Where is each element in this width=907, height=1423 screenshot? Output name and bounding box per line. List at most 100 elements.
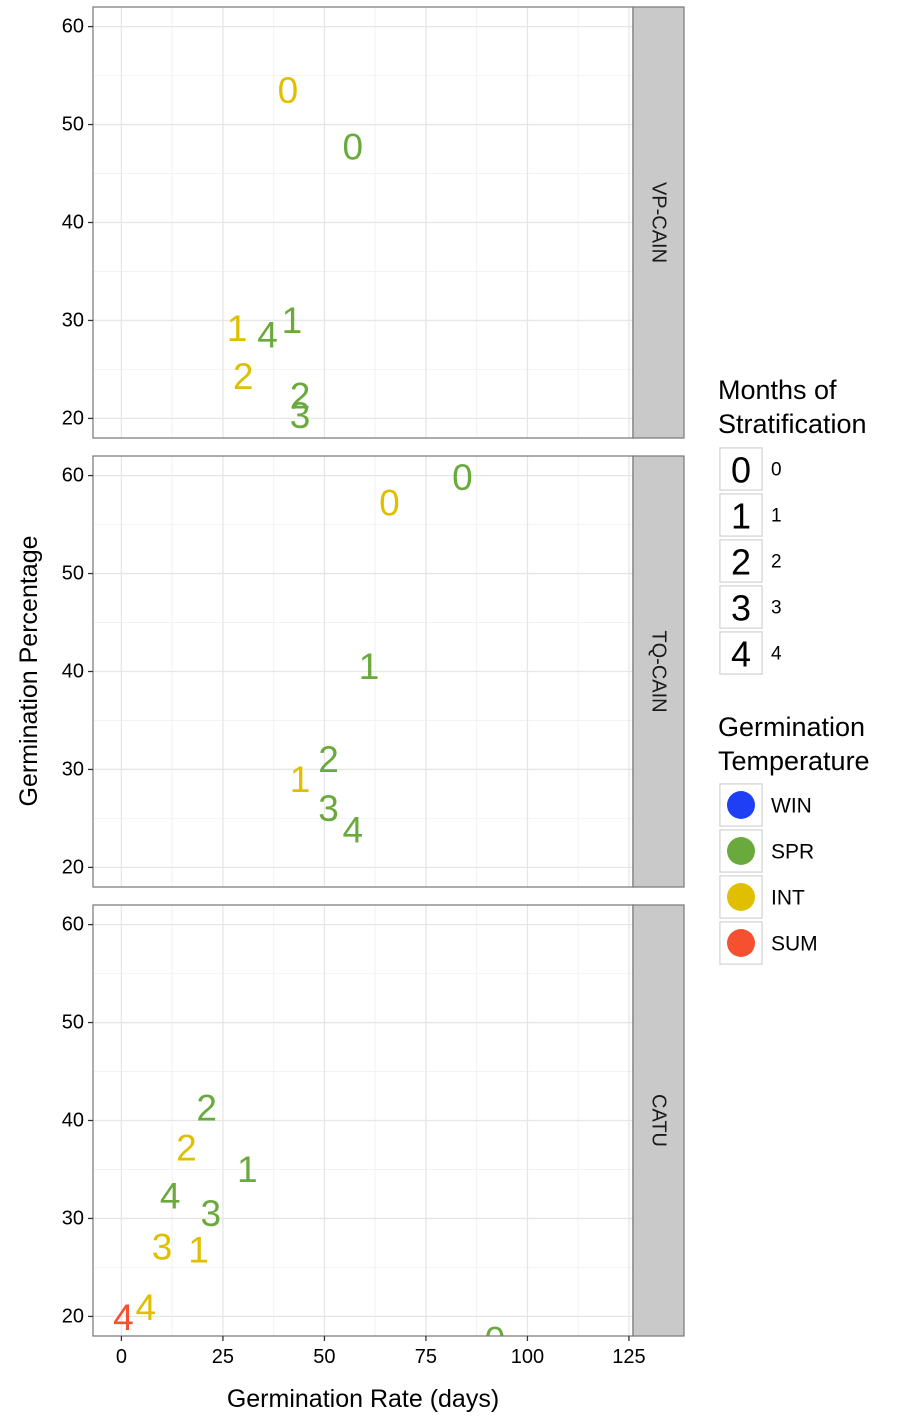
facet-strip-background xyxy=(632,904,685,1337)
data-point: 2 xyxy=(176,1127,197,1168)
data-point: 1 xyxy=(282,300,303,341)
data-point: 2 xyxy=(318,739,339,780)
y-tick-label: 40 xyxy=(62,1110,84,1132)
legend-key-glyph: 1 xyxy=(731,496,751,537)
data-point: 0 xyxy=(278,70,299,111)
data-point: 0 xyxy=(343,127,364,168)
x-tick-label: 0 xyxy=(116,1346,127,1368)
y-tick-label: 60 xyxy=(62,914,84,936)
x-tick-label: 100 xyxy=(511,1346,544,1368)
y-tick-label: 20 xyxy=(62,407,84,429)
data-point: 3 xyxy=(152,1226,173,1267)
legend-key-inner xyxy=(719,447,763,491)
facet-strip: VP-CAIN xyxy=(632,6,685,439)
gridlines xyxy=(93,905,633,1336)
facet-strip: CATU xyxy=(632,904,685,1337)
data-point: 3 xyxy=(318,788,339,829)
legend-label: SPR xyxy=(771,841,814,864)
y-tick-label: 40 xyxy=(62,661,84,683)
data-point: 4 xyxy=(343,810,364,851)
legend-key-dot xyxy=(727,929,755,957)
panels-layer: 001 142 232030405060VP-CAIN001213420304050… xyxy=(62,6,685,1360)
legend-key-inner xyxy=(719,493,763,537)
legend-label: 0 xyxy=(771,460,782,481)
legend-key-dot xyxy=(727,837,755,865)
y-tick-label: 30 xyxy=(62,758,84,780)
legend-item: INT xyxy=(717,873,805,921)
data-point: 2 xyxy=(233,356,254,397)
gridlines xyxy=(93,7,633,438)
data-point: 3 xyxy=(290,395,311,436)
data-point: 2 xyxy=(290,375,311,416)
y-tick-label: 20 xyxy=(62,856,84,878)
x-tick-label: 75 xyxy=(415,1346,437,1368)
legend-label: SUM xyxy=(771,933,818,956)
data-point: 0 xyxy=(379,483,400,524)
legend-item: SUM xyxy=(717,919,818,967)
axes-layer: 0 25 50 75 100 125 Germination Rate (days) Germ… xyxy=(15,536,646,1413)
data-point: 2 xyxy=(196,1087,217,1128)
x-tick-label: 125 xyxy=(612,1346,645,1368)
data-point: 4 xyxy=(113,1297,134,1338)
data-point: 4 xyxy=(160,1175,181,1216)
y-tick-label: 30 xyxy=(62,1207,84,1229)
data-point: 1 xyxy=(237,1149,258,1190)
facet-strip-label: TQ-CAIN xyxy=(648,630,670,712)
facet-strip-label: VP-CAIN xyxy=(648,182,670,263)
data-point: 3 xyxy=(200,1193,221,1234)
legend-label: 3 xyxy=(771,598,782,619)
legend-key-dot xyxy=(727,791,755,819)
legend-label: 1 xyxy=(771,506,782,527)
legend-key-inner xyxy=(719,585,763,629)
data-point: 1 xyxy=(290,759,311,800)
legend-label: WIN xyxy=(771,795,812,818)
data-point: 1 xyxy=(188,1229,209,1270)
legend-item: SPR xyxy=(717,827,814,875)
legend-temperature: Germination Temperature WIN SPR INT SUM xyxy=(717,712,870,967)
y-tick-label: 60 xyxy=(62,465,84,487)
y-tick-label: 50 xyxy=(62,1012,84,1034)
y-tick-label: 30 xyxy=(62,309,84,331)
legend-label: 4 xyxy=(771,644,782,665)
x-axis-label: Germination Rate (days) xyxy=(227,1385,499,1413)
legend-title: Months of xyxy=(718,375,837,405)
facet-strip-background xyxy=(632,6,685,439)
legend-key-glyph: 2 xyxy=(731,542,751,583)
data-point: 0 xyxy=(452,457,473,498)
y-tick-label: 50 xyxy=(62,114,84,136)
legend-title: Temperature xyxy=(718,746,870,776)
legend-item: WIN xyxy=(717,781,812,829)
legend-key-glyph: 4 xyxy=(731,634,751,675)
data-point: 0 xyxy=(485,1319,506,1360)
y-tick-label: 50 xyxy=(62,563,84,585)
data-point: 1 xyxy=(227,308,248,349)
gridlines xyxy=(93,456,633,887)
facet-strip-label: CATU xyxy=(648,1094,670,1147)
legend-key-glyph: 0 xyxy=(731,450,751,491)
data-point: 1 xyxy=(359,646,380,687)
facet-strip: TQ-CAIN xyxy=(632,455,685,888)
legend-title: Stratification xyxy=(718,409,867,439)
data-point: 4 xyxy=(257,315,278,356)
facet-strip-background xyxy=(632,455,685,888)
y-tick-label: 40 xyxy=(62,212,84,234)
y-tick-label: 60 xyxy=(62,16,84,38)
panel-vp-cain: 0 0 1 142 23 20 30 40 50 60 VP-CAIN xyxy=(62,6,685,439)
legend-key-inner xyxy=(719,631,763,675)
legend-label: 2 xyxy=(771,552,782,573)
legend-key-inner xyxy=(719,539,763,583)
y-tick-label: 20 xyxy=(62,1305,84,1327)
